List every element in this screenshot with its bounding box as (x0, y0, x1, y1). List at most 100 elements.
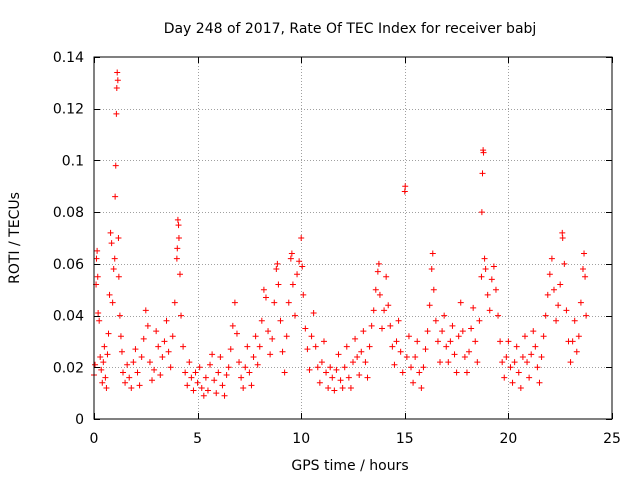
data-point-marker (513, 343, 520, 350)
data-point-marker (178, 312, 185, 319)
data-point-marker (221, 392, 228, 399)
data-point-marker (582, 273, 589, 280)
data-point-marker (542, 312, 549, 319)
data-point-marker (583, 312, 590, 319)
data-point-marker (233, 330, 240, 337)
data-point-marker (455, 333, 462, 340)
data-point-marker (540, 333, 547, 340)
data-point-marker (120, 369, 127, 376)
data-point-marker (209, 351, 216, 358)
data-point-marker (325, 384, 332, 391)
data-point-marker (128, 384, 135, 391)
data-point-marker (146, 359, 153, 366)
data-point-marker (104, 351, 111, 358)
data-point-marker (138, 353, 145, 360)
data-point-marker (509, 379, 516, 386)
data-point-marker (472, 338, 479, 345)
data-point-marker (430, 286, 437, 293)
data-point-marker (248, 382, 255, 389)
data-point-marker (463, 369, 470, 376)
data-point-marker (507, 364, 514, 371)
data-point-marker (184, 382, 191, 389)
data-point-marker (449, 322, 456, 329)
data-point-marker (546, 271, 553, 278)
data-point-marker (132, 346, 139, 353)
data-point-marker (424, 328, 431, 335)
data-point-marker (299, 263, 306, 270)
data-point-marker (105, 330, 112, 337)
data-point-marker (534, 364, 541, 371)
y-tick-label: 0.1 (62, 153, 84, 169)
x-axis-label: GPS time / hours (291, 458, 408, 474)
data-point-marker (155, 343, 162, 350)
data-point-marker (269, 335, 276, 342)
data-point-marker (108, 240, 115, 247)
y-tick-label: 0.02 (53, 360, 84, 376)
data-point-marker (122, 379, 129, 386)
data-point-marker (418, 384, 425, 391)
data-point-marker (447, 338, 454, 345)
data-point-marker (114, 69, 121, 76)
data-point-marker (285, 299, 292, 306)
data-point-marker (360, 328, 367, 335)
data-point-marker (501, 374, 508, 381)
data-point-marker (262, 294, 269, 301)
data-point-marker (312, 343, 319, 350)
data-point-marker (300, 291, 307, 298)
data-point-marker (142, 307, 149, 314)
data-point-marker (486, 307, 493, 314)
data-point-marker (395, 317, 402, 324)
data-point-marker (98, 366, 105, 373)
data-point-marker (468, 325, 475, 332)
data-point-marker (497, 338, 504, 345)
data-point-marker (165, 348, 172, 355)
data-point-marker (92, 361, 99, 368)
y-tick-label: 0.12 (53, 102, 84, 118)
data-point-marker (188, 374, 195, 381)
y-tick-label: 0.08 (53, 205, 84, 221)
y-axis-label: ROTI / TECUs (7, 192, 23, 284)
data-point-marker (341, 364, 348, 371)
data-point-marker (283, 333, 290, 340)
data-point-marker (174, 216, 181, 223)
data-point-marker (368, 322, 375, 329)
data-point-marker (157, 372, 164, 379)
data-point-marker (412, 353, 419, 360)
data-point-marker (387, 322, 394, 329)
x-tick-label: 25 (603, 431, 621, 447)
data-point-marker (215, 369, 222, 376)
data-point-marker (116, 312, 123, 319)
data-point-marker (102, 374, 109, 381)
data-point-marker (375, 260, 382, 267)
data-point-marker (107, 229, 114, 236)
data-point-marker (362, 359, 369, 366)
data-point-marker (457, 299, 464, 306)
data-point-marker (339, 384, 346, 391)
data-point-marker (478, 273, 485, 280)
data-point-marker (110, 266, 117, 273)
data-point-marker (134, 369, 141, 376)
data-point-marker (579, 266, 586, 273)
data-point-marker (555, 302, 562, 309)
data-point-marker (439, 328, 446, 335)
data-point-marker (333, 366, 340, 373)
data-point-marker (573, 348, 580, 355)
data-point-marker (347, 384, 354, 391)
y-tick-label: 0.14 (53, 50, 84, 66)
data-point-marker (479, 170, 486, 177)
data-point-marker (176, 271, 183, 278)
data-point-marker (198, 384, 205, 391)
data-point-marker (265, 328, 272, 335)
data-point-marker (470, 304, 477, 311)
data-point-marker (113, 85, 120, 92)
data-point-marker (366, 343, 373, 350)
data-point-marker (95, 309, 102, 316)
data-point-marker (244, 343, 251, 350)
data-point-marker (186, 359, 193, 366)
x-tick-label: 10 (292, 431, 310, 447)
data-point-marker (318, 359, 325, 366)
data-point-marker (194, 379, 201, 386)
data-point-marker (287, 255, 294, 262)
data-point-marker (379, 325, 386, 332)
data-point-marker (304, 346, 311, 353)
